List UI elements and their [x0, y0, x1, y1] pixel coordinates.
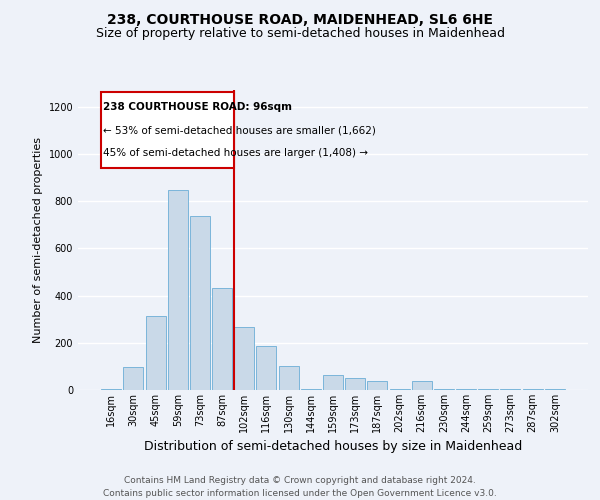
Bar: [212, 288, 232, 390]
Text: 238 COURTHOUSE ROAD: 96sqm: 238 COURTHOUSE ROAD: 96sqm: [103, 102, 292, 113]
Bar: [256, 346, 277, 390]
Bar: [278, 366, 299, 390]
Bar: [234, 328, 254, 390]
Text: 45% of semi-detached houses are larger (1,408) →: 45% of semi-detached houses are larger (…: [103, 148, 368, 158]
Bar: [190, 216, 210, 390]
Bar: [412, 380, 432, 390]
Bar: [146, 316, 166, 390]
Bar: [389, 389, 410, 390]
Bar: [323, 374, 343, 390]
Bar: [545, 389, 565, 390]
Text: Contains HM Land Registry data © Crown copyright and database right 2024.
Contai: Contains HM Land Registry data © Crown c…: [103, 476, 497, 498]
Bar: [478, 389, 498, 390]
Text: ← 53% of semi-detached houses are smaller (1,662): ← 53% of semi-detached houses are smalle…: [103, 125, 376, 135]
Y-axis label: Number of semi-detached properties: Number of semi-detached properties: [33, 137, 43, 343]
Bar: [101, 92, 234, 168]
X-axis label: Distribution of semi-detached houses by size in Maidenhead: Distribution of semi-detached houses by …: [144, 440, 522, 454]
Text: Size of property relative to semi-detached houses in Maidenhead: Size of property relative to semi-detach…: [95, 28, 505, 40]
Bar: [434, 389, 454, 390]
Bar: [367, 380, 388, 390]
Bar: [301, 389, 321, 390]
Bar: [101, 389, 121, 390]
Bar: [345, 378, 365, 390]
Bar: [500, 389, 520, 390]
Bar: [124, 367, 143, 390]
Bar: [456, 389, 476, 390]
Text: 238, COURTHOUSE ROAD, MAIDENHEAD, SL6 6HE: 238, COURTHOUSE ROAD, MAIDENHEAD, SL6 6H…: [107, 12, 493, 26]
Bar: [168, 190, 188, 390]
Bar: [523, 389, 542, 390]
